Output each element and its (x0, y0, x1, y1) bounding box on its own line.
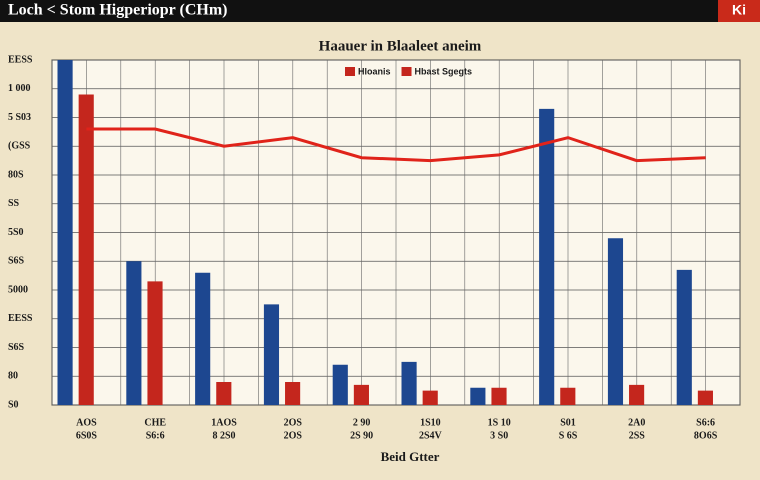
bar (57, 60, 73, 405)
y-tick-label: S0 (8, 399, 19, 410)
x-tick-label: 2A0 (628, 417, 645, 428)
y-tick-label: EESS (8, 54, 33, 65)
legend-swatch (401, 67, 412, 76)
y-tick-label: 5S0 (8, 227, 24, 238)
bar (332, 364, 348, 405)
y-tick-label: S6S (8, 256, 25, 267)
bar (560, 387, 576, 405)
bar (285, 382, 301, 405)
bar (78, 94, 94, 405)
header-bar (0, 0, 760, 22)
legend-swatch (345, 67, 355, 76)
bar (676, 269, 692, 405)
y-tick-label: SS (8, 198, 20, 209)
x-tick-sublabel: 3 S0 (490, 430, 508, 441)
x-tick-sublabel: 6S0S (76, 430, 98, 441)
x-tick-sublabel: 2OS (284, 430, 303, 441)
bar (263, 304, 280, 405)
header-title: Loch < Stom Higperiopr (CHm) (8, 2, 227, 19)
bar (126, 261, 142, 405)
y-tick-label: 80S (8, 169, 24, 180)
y-tick-label: (GSS (8, 141, 31, 152)
x-tick-sublabel: 8 2S0 (212, 430, 235, 441)
y-tick-label: 5000 (8, 284, 28, 295)
legend-label: Hloanis (358, 66, 391, 76)
bar (195, 272, 211, 405)
bar (216, 382, 232, 405)
x-tick-label: S01 (560, 417, 576, 428)
bar (422, 390, 438, 405)
legend-label: Hbast Sgegts (415, 66, 473, 76)
x-tick-label: AOS (76, 417, 97, 428)
x-tick-label: S6:6 (696, 417, 715, 428)
x-tick-label: 1AOS (211, 417, 237, 428)
x-tick-sublabel: S 6S (559, 430, 578, 441)
x-tick-sublabel: 2SS (629, 430, 646, 441)
bar (697, 390, 713, 405)
y-tick-label: 5 S03 (8, 112, 31, 123)
header-badge-text: Ki (732, 2, 746, 18)
y-tick-label: S6S (8, 342, 25, 353)
x-axis-label: Beid Gtter (381, 449, 440, 464)
x-tick-label: CHE (144, 417, 166, 428)
bar (470, 387, 486, 405)
bar (353, 384, 369, 405)
x-tick-label: 1S 10 (488, 417, 511, 428)
y-tick-label: EESS (8, 313, 33, 324)
chart-title: Haauer in Blaaleet aneim (319, 38, 482, 54)
bar (401, 361, 417, 405)
y-tick-label: 1 000 (8, 83, 31, 94)
x-tick-sublabel: 2S 90 (350, 430, 373, 441)
bar (539, 108, 555, 405)
x-tick-sublabel: 8O6S (694, 430, 718, 441)
header-badge (718, 0, 760, 22)
x-tick-label: 2 90 (353, 417, 371, 428)
bar (629, 384, 645, 405)
bar (147, 281, 163, 405)
bar (607, 238, 624, 405)
line-series (86, 127, 706, 163)
x-tick-label: 2OS (284, 417, 303, 428)
x-tick-label: 1S10 (420, 417, 441, 428)
x-tick-sublabel: S6:6 (146, 430, 165, 441)
bar (491, 387, 507, 405)
x-tick-sublabel: 2S4V (419, 430, 443, 441)
y-tick-label: 80 (8, 371, 18, 382)
